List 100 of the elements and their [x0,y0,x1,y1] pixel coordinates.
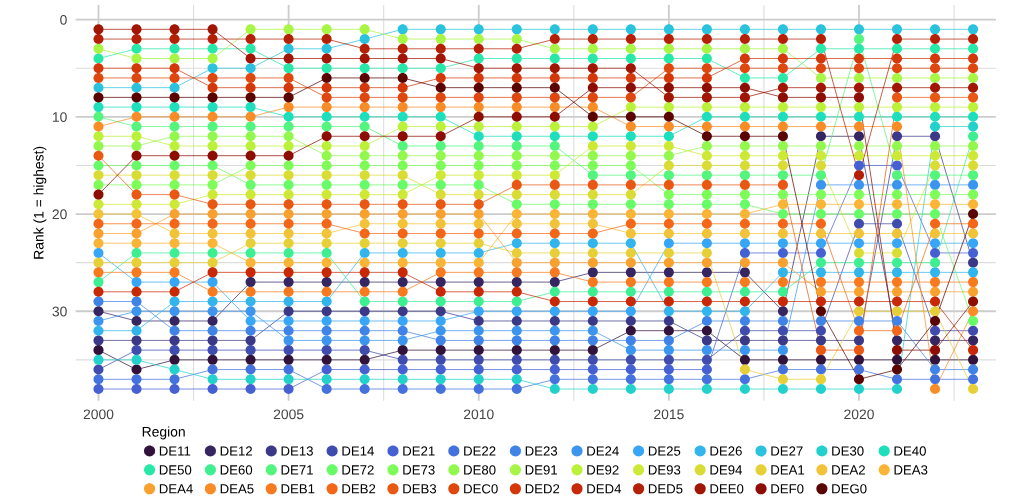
legend-label: DEB3 [403,484,437,494]
point [207,160,218,171]
point [587,131,598,142]
point [397,218,408,229]
point [245,277,256,288]
point [93,102,104,113]
point [701,34,712,45]
point [549,102,560,113]
point [207,374,218,385]
point [853,247,864,258]
legend-label: DE11 [159,446,191,456]
point [625,345,636,356]
point [93,306,104,317]
point [245,34,256,45]
point [245,43,256,54]
point [169,43,180,54]
point [853,277,864,288]
point [321,189,332,200]
x-tick-label: 2005 [273,409,304,420]
point [701,238,712,249]
point [207,277,218,288]
point [625,170,636,181]
point [625,111,636,122]
point [397,325,408,336]
point [169,179,180,190]
legend-label: DE80 [464,465,496,475]
legend-label: DE92 [587,465,619,475]
point [93,267,104,278]
point [397,92,408,103]
point [625,306,636,317]
point [283,150,294,161]
point [777,111,788,122]
point [663,82,674,93]
point [587,228,598,239]
point [473,63,484,74]
point [359,247,370,258]
point [892,247,903,258]
point [435,374,446,385]
legend-label: DE23 [525,446,558,456]
point [473,179,484,190]
point [435,364,446,375]
point [815,34,826,45]
point [435,238,446,249]
point [359,218,370,229]
point [739,63,750,74]
point [663,238,674,249]
point [397,43,408,54]
point [283,306,294,317]
point [131,286,142,297]
point [701,286,712,297]
point [435,199,446,210]
point [739,209,750,220]
legend-label: DE91 [525,465,558,475]
point [397,315,408,326]
point [169,34,180,45]
point [473,209,484,220]
point [587,160,598,171]
point [739,286,750,297]
point [473,296,484,307]
point [815,315,826,326]
point [435,209,446,220]
point [701,335,712,346]
point [435,160,446,171]
point [892,189,903,200]
point [777,247,788,258]
point [359,160,370,171]
point [93,374,104,385]
point [397,121,408,132]
point [625,92,636,103]
point [968,199,979,210]
point [321,296,332,307]
point [245,63,256,74]
point [701,121,712,132]
point [663,267,674,278]
point [207,82,218,93]
x-tick-label: 2020 [844,409,874,420]
point [245,102,256,113]
point [549,189,560,200]
point [169,277,180,288]
point [777,335,788,346]
point [435,345,446,356]
point [321,53,332,64]
point [93,384,104,395]
point [283,140,294,151]
y-tick-label: 10 [52,112,67,122]
point [968,238,979,249]
point [131,238,142,249]
point [930,34,941,45]
point [701,131,712,142]
point [359,34,370,45]
point [283,325,294,336]
point [625,121,636,132]
point [435,72,446,83]
point [245,53,256,64]
point [930,131,941,142]
point [283,384,294,395]
point [777,43,788,54]
point [131,277,142,288]
point [397,247,408,258]
point [321,286,332,297]
